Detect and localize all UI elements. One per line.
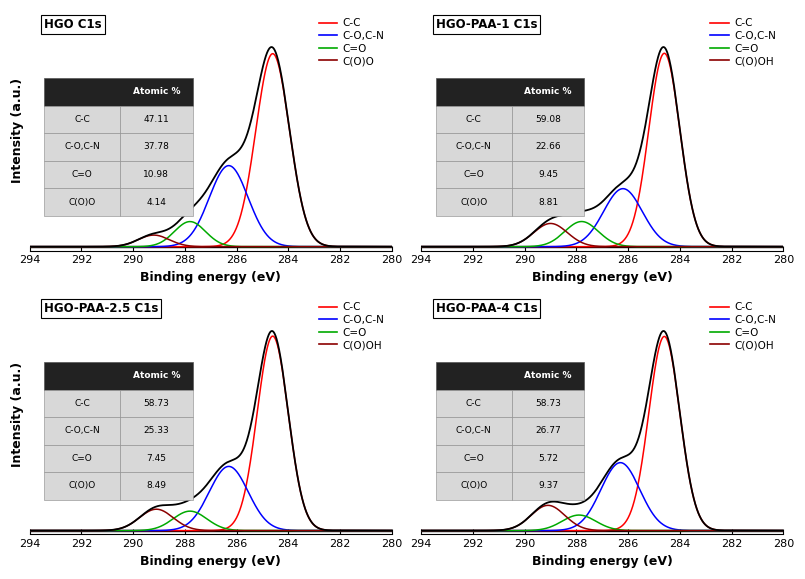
Bar (120, 417, 192, 445)
Bar (120, 390, 192, 417)
Bar (120, 445, 192, 472)
Text: 4.14: 4.14 (147, 197, 167, 207)
Text: 22.66: 22.66 (535, 142, 561, 152)
Legend: C-C, C-O,C-N, C=O, C(O)OH: C-C, C-O,C-N, C=O, C(O)OH (708, 16, 778, 68)
Bar (120, 472, 192, 500)
Bar (512, 188, 584, 216)
Bar (44, 188, 120, 216)
Bar (436, 133, 512, 161)
Bar (44, 445, 120, 472)
Text: C(O)O: C(O)O (68, 482, 96, 490)
Text: C(O)O: C(O)O (68, 197, 96, 207)
Bar (44, 472, 120, 500)
Text: HGO-PAA-1 C1s: HGO-PAA-1 C1s (436, 19, 537, 31)
Text: Atomic %: Atomic % (524, 371, 572, 380)
Text: 7.45: 7.45 (147, 454, 167, 463)
Y-axis label: Intensity (a.u.): Intensity (a.u.) (11, 362, 24, 467)
Text: 25.33: 25.33 (143, 426, 169, 435)
Bar (436, 362, 584, 390)
Bar (44, 362, 192, 390)
Bar (512, 133, 584, 161)
Bar (120, 188, 192, 216)
Text: C-O,C-N: C-O,C-N (64, 142, 100, 152)
Text: 37.78: 37.78 (143, 142, 169, 152)
Text: Atomic %: Atomic % (133, 371, 180, 380)
Text: 5.72: 5.72 (538, 454, 558, 463)
Bar (120, 161, 192, 188)
Bar (436, 78, 584, 106)
Text: C=O: C=O (72, 454, 93, 463)
Bar (436, 417, 512, 445)
Bar (436, 161, 512, 188)
Bar (44, 78, 192, 106)
Text: 58.73: 58.73 (143, 399, 169, 408)
Bar (512, 161, 584, 188)
X-axis label: Binding energy (eV): Binding energy (eV) (532, 555, 673, 568)
Bar (436, 445, 512, 472)
Bar (436, 472, 512, 500)
X-axis label: Binding energy (eV): Binding energy (eV) (140, 555, 281, 568)
Text: C-C: C-C (466, 399, 481, 408)
Bar (436, 188, 512, 216)
Legend: C-C, C-O,C-N, C=O, C(O)OH: C-C, C-O,C-N, C=O, C(O)OH (708, 301, 778, 352)
Text: C(O)O: C(O)O (460, 197, 487, 207)
Text: C-C: C-C (74, 399, 90, 408)
Text: Atomic %: Atomic % (133, 87, 180, 97)
Text: C-O,C-N: C-O,C-N (64, 426, 100, 435)
Bar (120, 106, 192, 133)
Text: 58.73: 58.73 (535, 399, 561, 408)
Y-axis label: Intensity (a.u.): Intensity (a.u.) (11, 78, 24, 184)
Text: 10.98: 10.98 (143, 170, 169, 179)
Text: HGO C1s: HGO C1s (44, 19, 101, 31)
Text: C-O,C-N: C-O,C-N (456, 142, 492, 152)
Text: C-C: C-C (466, 115, 481, 124)
Text: C(O)O: C(O)O (460, 482, 487, 490)
Bar (44, 390, 120, 417)
Bar (512, 445, 584, 472)
Text: 26.77: 26.77 (535, 426, 561, 435)
Bar (120, 133, 192, 161)
Text: 59.08: 59.08 (535, 115, 561, 124)
Text: 47.11: 47.11 (143, 115, 169, 124)
Text: Atomic %: Atomic % (524, 87, 572, 97)
Bar (512, 417, 584, 445)
Text: 9.37: 9.37 (538, 482, 558, 490)
Text: C-O,C-N: C-O,C-N (456, 426, 492, 435)
Text: 8.49: 8.49 (147, 482, 167, 490)
X-axis label: Binding energy (eV): Binding energy (eV) (140, 271, 281, 284)
X-axis label: Binding energy (eV): Binding energy (eV) (532, 271, 673, 284)
Text: C=O: C=O (72, 170, 93, 179)
Text: C=O: C=O (464, 454, 484, 463)
Bar (44, 161, 120, 188)
Bar (44, 133, 120, 161)
Text: 8.81: 8.81 (538, 197, 558, 207)
Bar (44, 417, 120, 445)
Text: C=O: C=O (464, 170, 484, 179)
Text: C-C: C-C (74, 115, 90, 124)
Bar (44, 106, 120, 133)
Bar (436, 106, 512, 133)
Legend: C-C, C-O,C-N, C=O, C(O)O: C-C, C-O,C-N, C=O, C(O)O (316, 16, 386, 68)
Text: HGO-PAA-2.5 C1s: HGO-PAA-2.5 C1s (44, 302, 159, 315)
Bar (512, 472, 584, 500)
Bar (436, 390, 512, 417)
Text: HGO-PAA-4 C1s: HGO-PAA-4 C1s (436, 302, 538, 315)
Bar (512, 390, 584, 417)
Text: 9.45: 9.45 (538, 170, 558, 179)
Legend: C-C, C-O,C-N, C=O, C(O)OH: C-C, C-O,C-N, C=O, C(O)OH (316, 301, 386, 352)
Bar (512, 106, 584, 133)
